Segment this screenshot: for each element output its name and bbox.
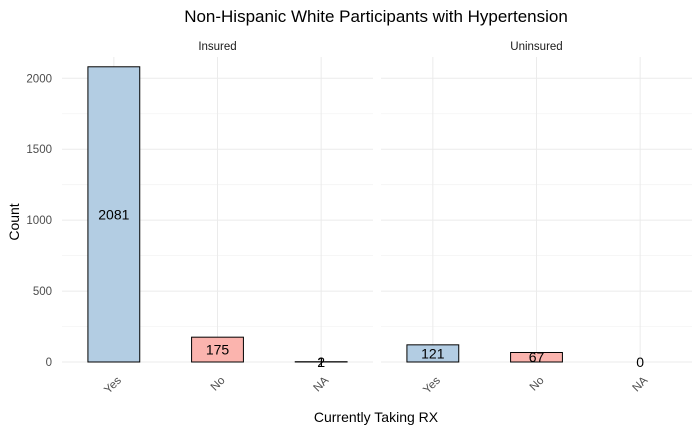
x-tick-label: Yes bbox=[102, 374, 124, 396]
x-tick-label: Yes bbox=[421, 374, 443, 396]
bar-insured-no bbox=[191, 336, 244, 363]
chart-title: Non-Hispanic White Participants with Hyp… bbox=[184, 7, 568, 26]
x-tick-label: No bbox=[209, 375, 228, 394]
facet-panel-insured: Insured 2081 Yes 175 No 21 NA bbox=[62, 41, 373, 396]
facet-panel-uninsured: Uninsured 121 Yes 67 No 0 NA bbox=[381, 41, 692, 396]
y-tick-label: 2000 bbox=[26, 73, 52, 85]
y-axis-ticks: 0 500 1000 1500 2000 bbox=[26, 73, 52, 369]
y-tick-label: 0 bbox=[46, 357, 52, 369]
data-label: 2081 bbox=[98, 206, 129, 222]
data-label: 2 bbox=[317, 354, 325, 370]
data-label-extra: 1 bbox=[317, 354, 325, 370]
bar-uninsured-no bbox=[510, 351, 563, 363]
x-tick-label: No bbox=[528, 375, 547, 394]
facet-strip-label: Uninsured bbox=[510, 41, 562, 53]
facet-strip-label: Insured bbox=[198, 41, 236, 53]
data-label: 121 bbox=[421, 345, 445, 361]
facet-panels: Insured 2081 Yes 175 No 21 NA Uninsured 121 Yes 67… bbox=[62, 41, 692, 396]
data-label: 175 bbox=[206, 342, 230, 358]
y-tick-label: 500 bbox=[33, 286, 52, 298]
x-tick-label: NA bbox=[631, 374, 651, 394]
bar-insured-yes bbox=[87, 66, 141, 363]
x-tick-label: NA bbox=[312, 374, 332, 394]
y-axis-label: Count bbox=[6, 203, 22, 240]
bar-uninsured-yes bbox=[406, 344, 460, 363]
y-tick-label: 1000 bbox=[26, 215, 52, 227]
y-tick-label: 1500 bbox=[26, 144, 52, 156]
x-axis-label: Currently Taking RX bbox=[314, 409, 439, 425]
data-label: 0 bbox=[636, 354, 644, 370]
data-label: 67 bbox=[529, 349, 545, 365]
